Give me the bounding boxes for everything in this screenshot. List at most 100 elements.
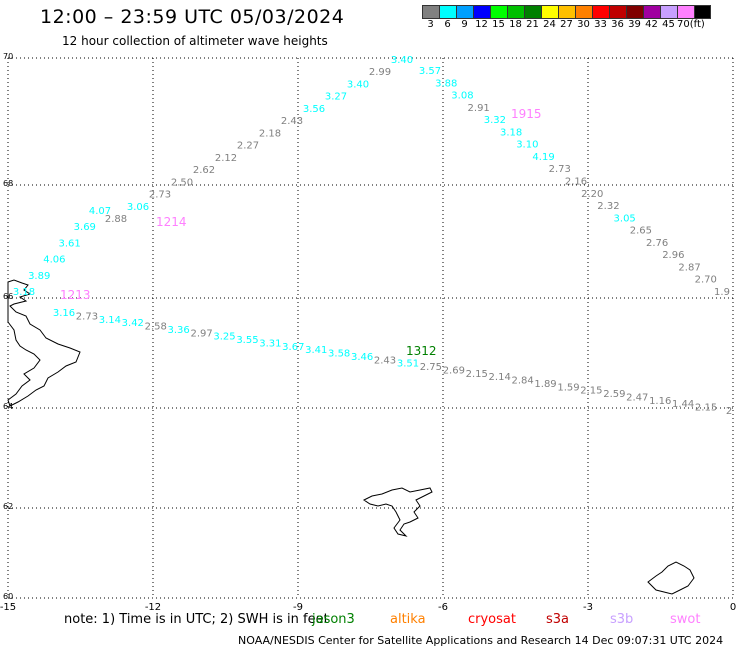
- legend-label: 39: [628, 19, 641, 30]
- wave-height-value: 2.84: [511, 376, 533, 387]
- wave-height-value: 2.14: [489, 372, 511, 383]
- wave-height-value: 2.73: [149, 190, 171, 201]
- wave-height-value: 3.14: [99, 315, 121, 326]
- wave-height-value: 2.12: [215, 153, 237, 164]
- wave-height-value: 2.18: [259, 128, 281, 139]
- wave-height-value: 2.32: [597, 201, 619, 212]
- wave-height-value: 2.96: [662, 250, 684, 261]
- shetland-islands-coast: [647, 561, 695, 595]
- wave-height-value: 2.97: [190, 328, 212, 339]
- wave-height-value: 3.16: [53, 308, 75, 319]
- legend-label: 21: [526, 19, 539, 30]
- longitude-label: -3: [583, 602, 593, 613]
- wave-height-value: 3.25: [213, 332, 235, 343]
- wave-height-value: 3.40: [347, 79, 369, 90]
- wave-height-value: 3.08: [451, 91, 473, 102]
- legend-label: 42: [645, 19, 658, 30]
- legend-swatch: [524, 5, 541, 19]
- latitude-label: 62: [3, 502, 13, 511]
- wave-height-value: 2.87: [678, 262, 700, 273]
- wave-height-value: 1.59: [557, 382, 579, 393]
- pass-time-label: 1214: [156, 215, 187, 229]
- legend-label: 12: [475, 19, 488, 30]
- wave-height-value: 4.07: [89, 206, 111, 217]
- wave-height-value: 2.50: [171, 177, 193, 188]
- wave-height-value: 2.47: [626, 392, 648, 403]
- legend-swatch: [490, 5, 507, 19]
- wave-height-value: 2.59: [603, 389, 625, 400]
- wave-height-value: 3.32: [484, 115, 506, 126]
- satellite-name: s3b: [610, 612, 634, 627]
- note-text: note: 1) Time is in UTC; 2) SWH is in fe…: [64, 612, 329, 627]
- longitude-label: -12: [145, 602, 161, 613]
- legend-swatch: [507, 5, 524, 19]
- legend-swatch: [422, 5, 439, 19]
- wave-height-value: 3.31: [259, 338, 281, 349]
- wave-height-value: 2.69: [443, 365, 465, 376]
- wave-height-value: 1.44: [672, 399, 694, 410]
- wave-height-value: 1.9: [714, 287, 730, 298]
- wave-height-value: 3.61: [58, 238, 80, 249]
- satellite-name: swot: [670, 612, 701, 627]
- satellite-name: altika: [390, 612, 426, 627]
- legend-swatch: [694, 5, 711, 19]
- legend-label: 6: [444, 19, 451, 30]
- wave-height-value: 3.10: [516, 140, 538, 151]
- legend-swatch: [643, 5, 660, 19]
- legend-label: 24: [543, 19, 556, 30]
- wave-height-value: 2.15: [695, 403, 717, 414]
- wave-height-value: 3.42: [122, 318, 144, 329]
- latitude-label: 68: [3, 179, 13, 188]
- legend-swatch: [456, 5, 473, 19]
- color-legend: 3 6 9 12 15 18 21 24 27 30 33 36 39 42 45 70(ft): [422, 5, 711, 30]
- pass-time-label: 1213: [60, 288, 91, 302]
- legend-label: 36: [611, 19, 624, 30]
- wave-height-value: 3.55: [236, 335, 258, 346]
- wave-height-value: 3.89: [28, 271, 50, 282]
- wave-height-value: 2.27: [237, 141, 259, 152]
- wave-height-value: 2.88: [105, 214, 127, 225]
- map-subtitle: 12 hour collection of altimeter wave hei…: [62, 34, 328, 48]
- wave-height-value: 3.36: [168, 325, 190, 336]
- longitude-label: -9: [293, 602, 303, 613]
- legend-label: 9: [461, 19, 468, 30]
- latitude-label: 66: [3, 292, 13, 301]
- wave-height-value: 3.05: [614, 213, 636, 224]
- wave-height-value: 2.76: [646, 238, 668, 249]
- legend-label: 27: [560, 19, 573, 30]
- satellite-name: cryosat: [468, 612, 516, 627]
- wave-height-value: 3.88: [435, 78, 457, 89]
- pass-time-label: 1312: [406, 344, 437, 358]
- satellite-name: jason3: [312, 612, 355, 627]
- legend-label: 18: [509, 19, 522, 30]
- wave-height-value: 3.18: [13, 287, 35, 298]
- wave-height-value: 2.70: [695, 275, 717, 286]
- legend-labels: 3 6 9 12 15 18 21 24 27 30 33 36 39 42 45 70(ft): [422, 19, 711, 30]
- wave-height-value: 2.99: [369, 67, 391, 78]
- wave-height-value: 1.89: [534, 379, 556, 390]
- wave-height-value: 2: [726, 406, 732, 417]
- wave-height-value: 4.19: [532, 152, 554, 163]
- wave-height-value: 3.27: [325, 92, 347, 103]
- wave-height-value: 3.41: [305, 345, 327, 356]
- wave-height-value: 3.06: [127, 202, 149, 213]
- legend-swatch: [558, 5, 575, 19]
- legend-swatch: [541, 5, 558, 19]
- wave-height-value: 3.69: [74, 222, 96, 233]
- legend-swatch: [592, 5, 609, 19]
- latitude-label: 64: [3, 402, 13, 411]
- legend-unit: (ft): [689, 19, 705, 30]
- latitude-label: 70: [3, 52, 13, 61]
- wave-height-value: 4.06: [43, 255, 65, 266]
- footer-credit: NOAA/NESDIS Center for Satellite Applica…: [238, 634, 724, 647]
- wave-height-value: 2.16: [565, 177, 587, 188]
- wave-height-value: 3.46: [351, 352, 373, 363]
- wave-height-value: 3.67: [282, 342, 304, 353]
- lat-lon-grid: [7, 57, 734, 599]
- map-title: 12:00 – 23:59 UTC 05/03/2024: [40, 6, 345, 28]
- satellite-name: s3a: [546, 612, 570, 627]
- legend-label: 15: [492, 19, 505, 30]
- wave-height-value: 3.56: [303, 104, 325, 115]
- legend-label: 30: [577, 19, 590, 30]
